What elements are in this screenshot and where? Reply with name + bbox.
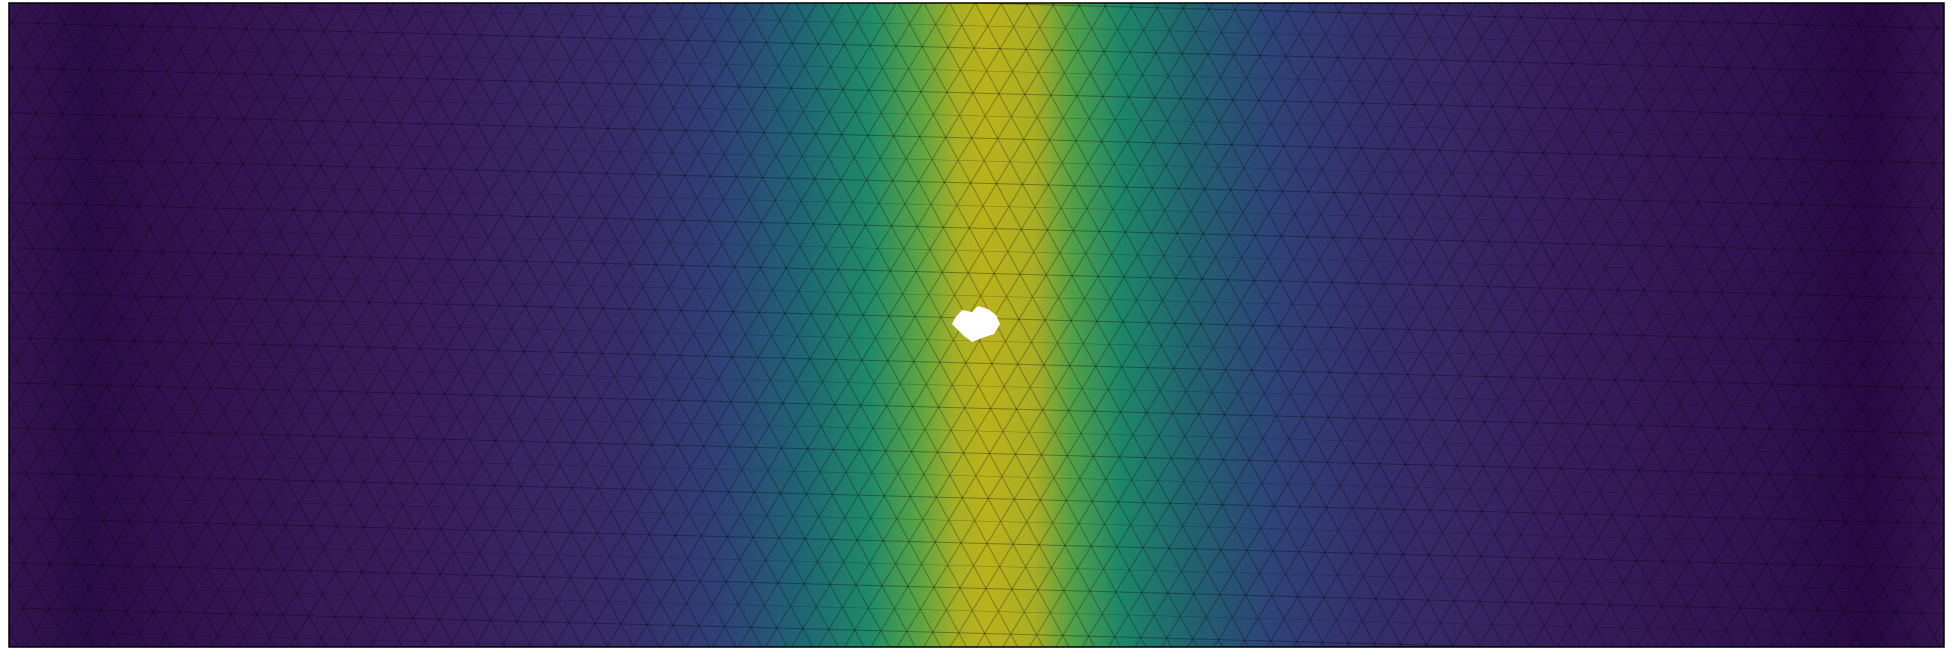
- hole: [952, 306, 1000, 342]
- frame: [8, 2, 1945, 648]
